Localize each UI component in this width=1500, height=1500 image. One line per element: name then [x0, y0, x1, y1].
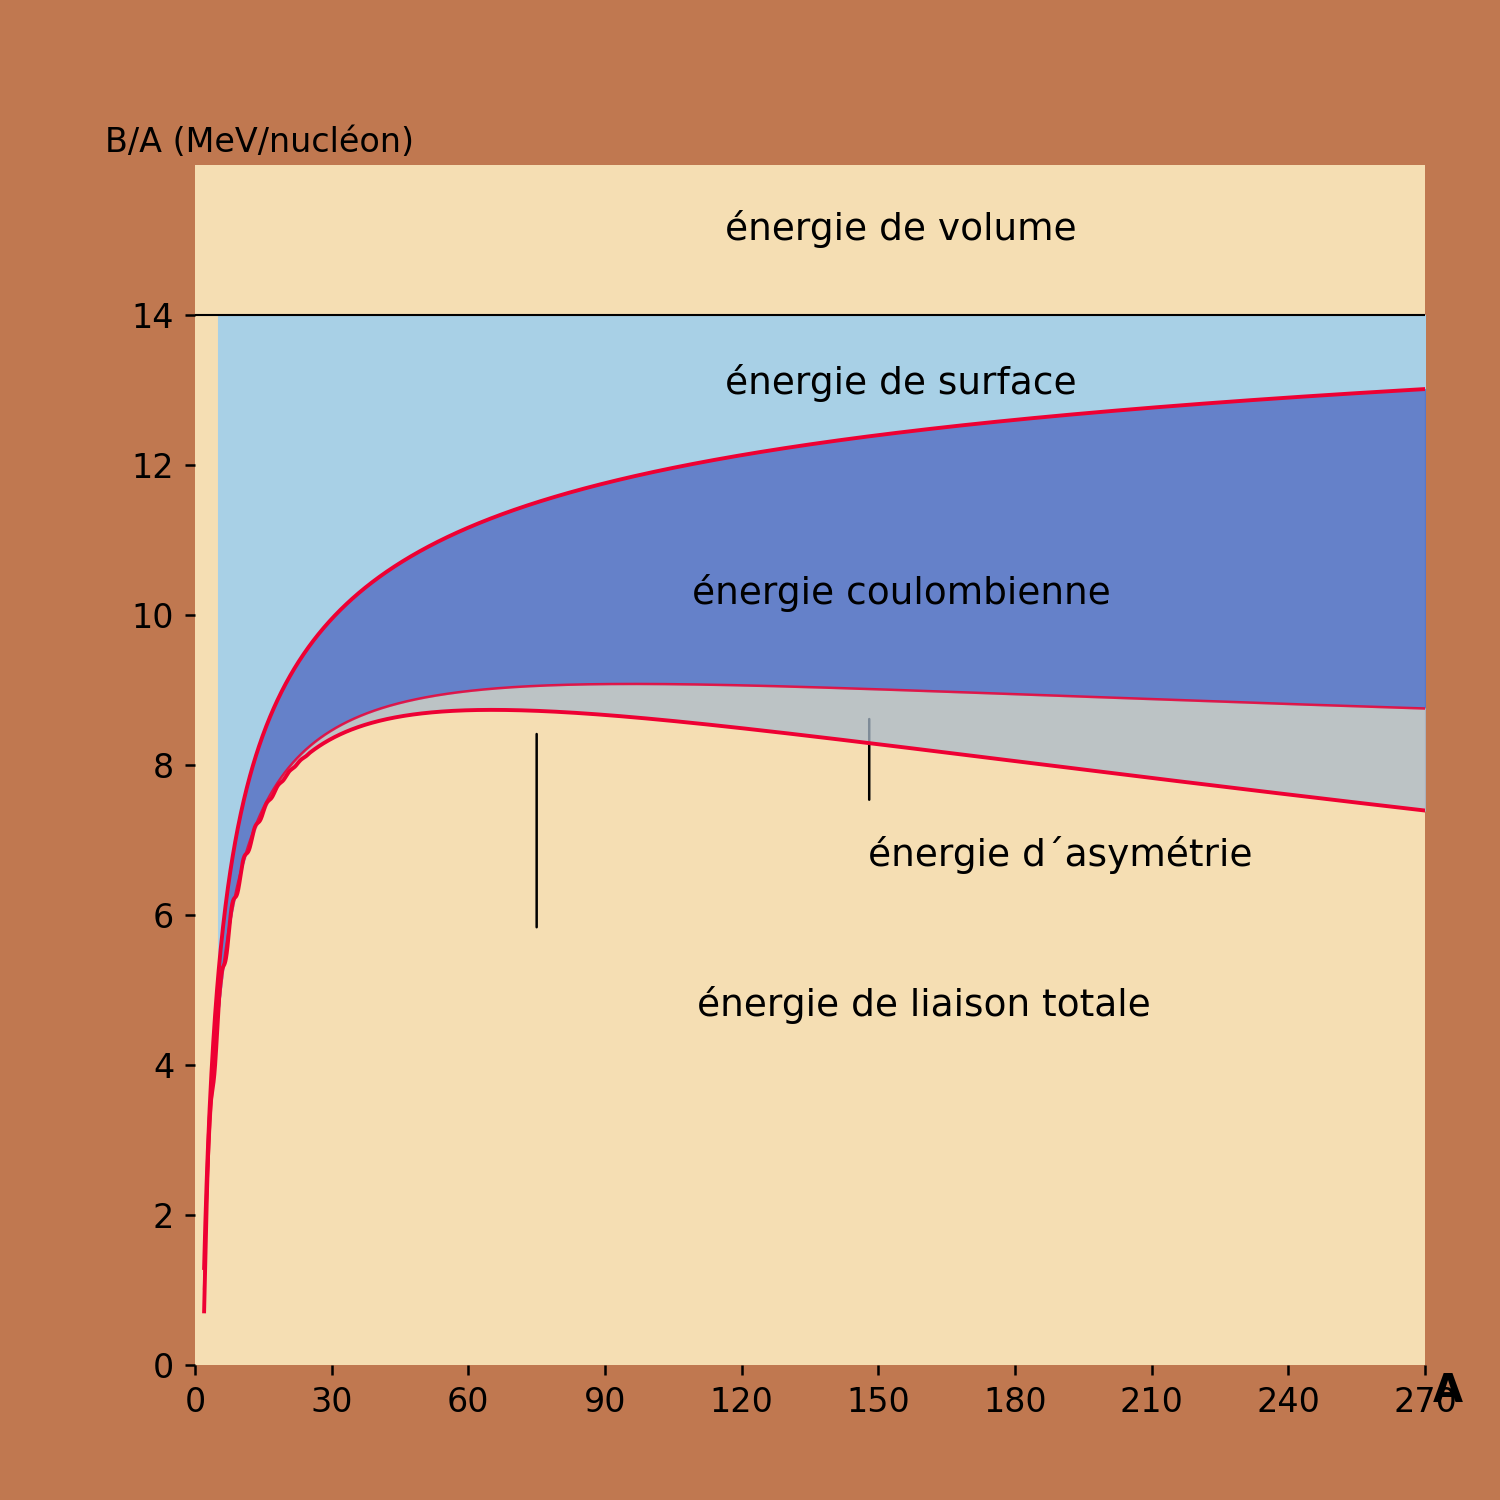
Text: énergie d´asymétrie: énergie d´asymétrie: [868, 836, 1252, 874]
Text: B/A (MeV/nucléon): B/A (MeV/nucléon): [105, 126, 414, 159]
Text: énergie de surface: énergie de surface: [726, 363, 1077, 402]
Text: énergie coulombienne: énergie coulombienne: [692, 573, 1110, 612]
Text: A: A: [1432, 1371, 1462, 1410]
Text: énergie de volume: énergie de volume: [726, 210, 1077, 248]
Text: énergie de liaison totale: énergie de liaison totale: [698, 986, 1150, 1024]
